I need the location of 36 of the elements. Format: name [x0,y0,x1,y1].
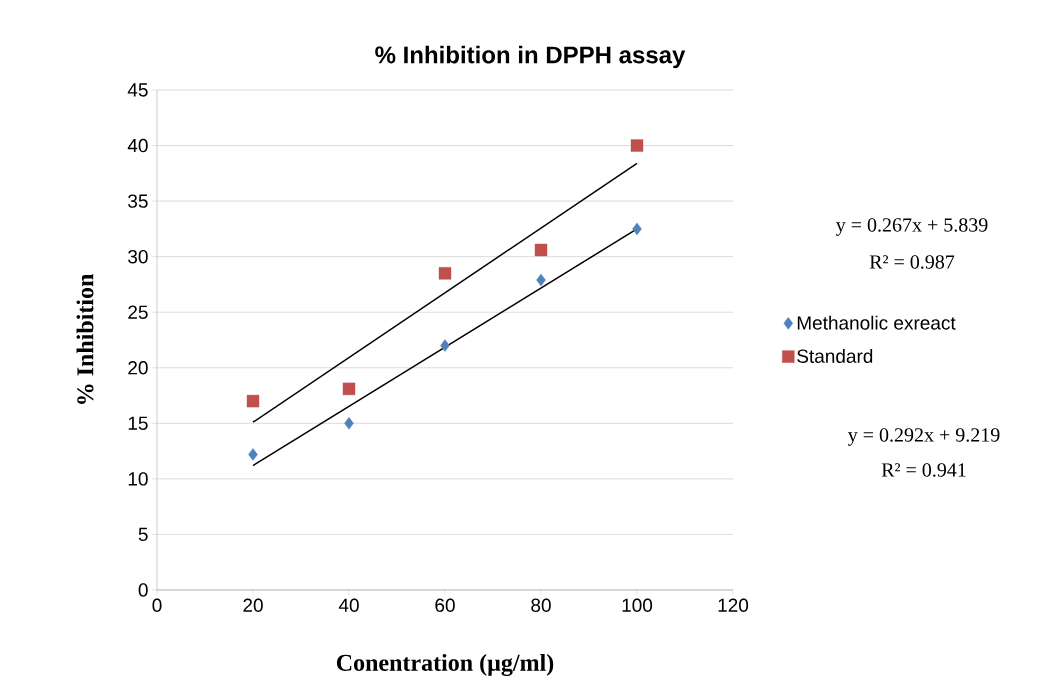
y-tick-label: 35 [128,194,148,208]
point [440,339,450,352]
point [534,243,548,257]
y-tick-label: 5 [138,527,148,542]
legend-label: Standard [797,348,873,363]
y-tick-label: 45 [127,83,148,97]
y-tick-label: 25 [128,305,148,319]
point [632,222,642,236]
x-tick-label: 120 [718,598,749,612]
x-tick-label: 0 [152,598,162,612]
point [344,417,354,430]
legend-label: Methanolic exreact [797,315,956,330]
y-tick-label: 0 [138,583,148,597]
x-tick-label: 100 [622,598,653,612]
point [246,394,260,408]
text: y = 0.292x + 9.219 [847,428,1000,446]
y-tick-label: 40 [127,138,148,153]
point [630,139,644,152]
y-tick-label: 10 [128,472,148,486]
x-tick-label: 80 [531,598,551,612]
text: R² = 0.941 [881,463,966,477]
y-tick-label: 15 [128,416,148,430]
y-tick-label: 30 [128,249,148,264]
point [248,448,258,461]
text: y = 0.267x + 5.839 [835,218,988,236]
x-tick-label: 20 [243,598,263,612]
chart-title: % Inhibition in DPPH assay [375,45,686,69]
x-axis-title: Conentration (µg/ml) [336,654,554,676]
point [438,267,452,280]
y-axis-title: % Inhibition [76,273,94,404]
x-tick-label: 60 [435,598,455,612]
y-tick-label: 20 [128,361,148,375]
point [342,382,356,396]
text: R² = 0.987 [869,255,955,269]
point [536,273,546,287]
x-tick-label: 40 [338,598,359,612]
